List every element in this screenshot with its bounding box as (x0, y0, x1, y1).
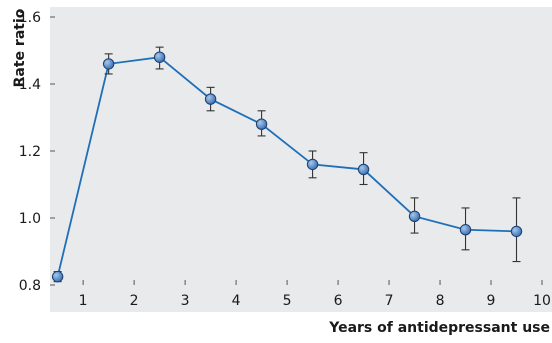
x-tick-label: 10 (533, 293, 551, 309)
y-tick-label: 1.4 (19, 77, 41, 93)
x-tick-label: 9 (487, 293, 496, 309)
y-tick-label: 1.6 (19, 10, 41, 26)
x-tick-label: 4 (232, 293, 241, 309)
x-tick-label: 1 (79, 293, 88, 309)
y-tick-label: 0.8 (19, 278, 41, 294)
x-axis-ticks: 1 2 3 4 5 6 7 8 9 10 (79, 280, 551, 309)
data-point (51, 270, 64, 283)
data-point (204, 93, 217, 105)
data-point (306, 158, 319, 171)
data-point (102, 58, 115, 70)
x-tick-label: 5 (283, 293, 292, 309)
data-point (255, 118, 268, 130)
x-tick-label: 7 (385, 293, 394, 309)
data-point (357, 163, 370, 176)
y-axis-ticks: 0.8 1.0 1.2 1.4 1.6 (19, 10, 55, 294)
x-tick-label: 8 (436, 293, 445, 309)
data-point (408, 210, 421, 223)
series-line (56, 56, 517, 277)
y-tick-label: 1.0 (19, 211, 41, 227)
data-points (51, 51, 523, 283)
y-axis-label: Rate ratio (12, 8, 28, 87)
data-point (510, 225, 523, 238)
x-tick-label: 3 (181, 293, 190, 309)
data-point (153, 51, 166, 63)
plot-background (50, 7, 552, 312)
data-point (459, 224, 472, 236)
x-tick-label: 2 (130, 293, 139, 309)
x-axis-label: Years of antidepressant use (328, 320, 550, 336)
x-tick-label: 6 (334, 293, 343, 309)
y-tick-label: 1.2 (19, 144, 41, 160)
